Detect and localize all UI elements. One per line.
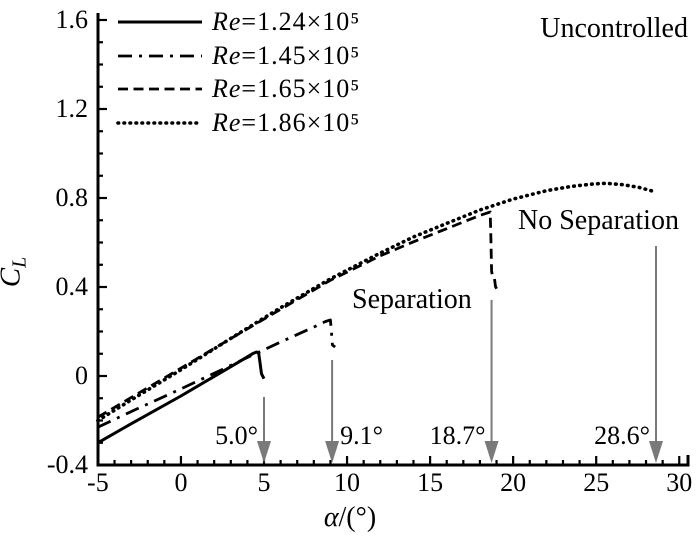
legend-label-value: =1.65×10⁵ xyxy=(241,74,361,103)
x-tick-label-30: 30 xyxy=(666,468,693,497)
uncontrolled-note: Uncontrolled xyxy=(540,13,688,44)
angle-label-18.7deg: 18.7° xyxy=(429,421,486,450)
legend-item-dashed: Re=1.65×10⁵ xyxy=(116,73,360,105)
legend-item-solid: Re=1.24×10⁵ xyxy=(116,6,360,38)
arrow-5.0deg xyxy=(257,396,271,463)
legend-label-re: Re xyxy=(212,108,242,137)
legend-line-sample-dashed xyxy=(118,87,202,91)
legend-label-value: =1.86×10⁵ xyxy=(241,108,361,137)
axis-spines xyxy=(96,13,690,467)
legend-label: Re=1.45×10⁵ xyxy=(212,41,360,71)
y-tick-label-0: 0 xyxy=(75,361,88,390)
arrow-28.6deg xyxy=(648,246,663,463)
legend-line-sample-solid xyxy=(118,20,202,24)
legend-label: Re=1.24×10⁵ xyxy=(212,7,360,37)
arrow-9.1deg xyxy=(325,359,340,463)
y-tick-label-0.8: 0.8 xyxy=(55,183,89,212)
arrow-18.7deg xyxy=(484,299,499,463)
y-tick-label-0.4: 0.4 xyxy=(55,272,89,301)
no-separation-note: No Separation xyxy=(518,205,679,236)
legend-label-value: =1.45×10⁵ xyxy=(241,41,361,70)
x-tick-label-5: 5 xyxy=(257,468,271,497)
legend-line-sample-dotted xyxy=(116,121,204,125)
series-curve-dotted xyxy=(96,181,657,423)
series-curve-solid xyxy=(97,350,266,445)
angle-label-28.6deg: 28.6° xyxy=(594,421,650,450)
x-axis-label: α/(°) xyxy=(0,502,700,534)
legend-item-dotted: Re=1.86×10⁵ xyxy=(116,107,360,139)
legend-label-re: Re xyxy=(212,41,242,70)
y-tick-label-1.6: 1.6 xyxy=(55,5,89,34)
y-axis-label-subscript: L xyxy=(8,256,31,268)
legend-label: Re=1.65×10⁵ xyxy=(212,74,360,104)
legend-label-re: Re xyxy=(212,7,242,36)
legend-label-value: =1.24×10⁵ xyxy=(241,7,361,36)
axis-ticks xyxy=(96,18,681,467)
x-tick-label-25: 25 xyxy=(583,468,610,497)
x-tick-label-10: 10 xyxy=(334,468,361,497)
angle-label-9.1deg: 9.1° xyxy=(340,421,383,450)
x-tick-label-0: 0 xyxy=(174,468,188,497)
legend-line-sample-dashdot xyxy=(118,54,202,58)
x-tick-label--5: -5 xyxy=(87,468,109,497)
legend-item-dashdot: Re=1.45×10⁵ xyxy=(116,40,360,72)
y-tick-label-1.2: 1.2 xyxy=(55,94,89,123)
y-tick-label--0.4: -0.4 xyxy=(46,450,88,479)
legend-label: Re=1.86×10⁵ xyxy=(212,108,360,138)
x-axis-label-units: /(°) xyxy=(338,502,377,533)
x-tick-label-15: 15 xyxy=(417,468,444,497)
separation-note: Separation xyxy=(352,284,472,315)
series-curve-dashdot xyxy=(97,318,336,429)
x-tick-label-20: 20 xyxy=(500,468,527,497)
angle-label-5.0deg: 5.0° xyxy=(215,421,258,450)
x-axis-label-symbol: α xyxy=(323,502,339,533)
legend-label-re: Re xyxy=(212,74,242,103)
